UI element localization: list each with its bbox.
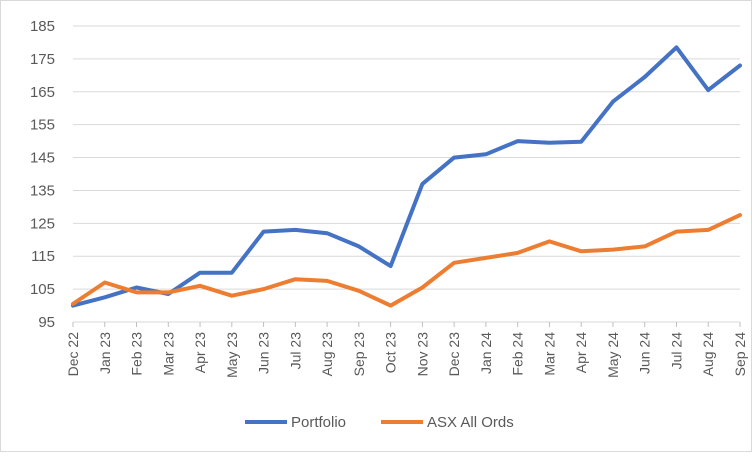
series-lines xyxy=(71,45,742,308)
x-tick-label: Jan 24 xyxy=(478,332,494,374)
y-tick-label: 145 xyxy=(30,150,55,167)
x-tick-label: Nov 23 xyxy=(414,332,430,377)
y-tick-label: 165 xyxy=(30,84,55,101)
y-tick-label: 175 xyxy=(30,51,55,68)
x-tick-label: Oct 23 xyxy=(383,332,399,373)
y-tick-label: 105 xyxy=(30,281,55,298)
x-tick-label: Aug 23 xyxy=(319,332,335,377)
x-tick-label: May 24 xyxy=(605,332,621,378)
x-tick-label: Jun 23 xyxy=(256,332,272,374)
series-line-0 xyxy=(71,45,742,308)
x-tick-label: Apr 23 xyxy=(192,332,208,373)
x-axis: Dec 22 Jan 23 Feb 23 Mar 23 Apr 23 May 23 Jun … xyxy=(65,322,748,378)
x-tick-label: Dec 22 xyxy=(65,332,81,377)
x-tick-label: Feb 24 xyxy=(510,332,526,376)
x-tick-label: Jan 23 xyxy=(97,332,113,374)
x-tick-label: Mar 24 xyxy=(541,332,557,376)
x-tick-label: Jun 24 xyxy=(637,332,653,374)
x-tick-label: Dec 23 xyxy=(446,332,462,377)
x-tick-label: Mar 23 xyxy=(160,332,176,376)
x-tick-label: Sep 24 xyxy=(732,332,748,377)
legend-label-0: Portfolio xyxy=(291,414,346,431)
x-tick-label: May 23 xyxy=(224,332,240,378)
series-line-1 xyxy=(71,213,742,308)
y-tick-label: 95 xyxy=(38,314,55,331)
gridlines xyxy=(73,25,740,323)
x-tick-label: Jul 24 xyxy=(668,332,684,370)
y-axis: 95 105 115 125 135 145 155 165 175 185 xyxy=(30,18,55,331)
legend: Portfolio ASX All Ords xyxy=(245,414,514,431)
y-tick-label: 125 xyxy=(30,215,55,232)
y-tick-label: 155 xyxy=(30,117,55,134)
y-tick-label: 185 xyxy=(30,18,55,35)
legend-label-1: ASX All Ords xyxy=(427,414,514,431)
y-tick-label: 115 xyxy=(31,248,55,265)
x-tick-label: Aug 24 xyxy=(700,332,716,377)
x-tick-label: Apr 24 xyxy=(573,332,589,373)
x-tick-label: Feb 23 xyxy=(129,332,145,376)
x-tick-label: Jul 23 xyxy=(287,332,303,370)
y-tick-label: 135 xyxy=(30,182,55,199)
x-tick-label: Sep 23 xyxy=(351,332,367,377)
